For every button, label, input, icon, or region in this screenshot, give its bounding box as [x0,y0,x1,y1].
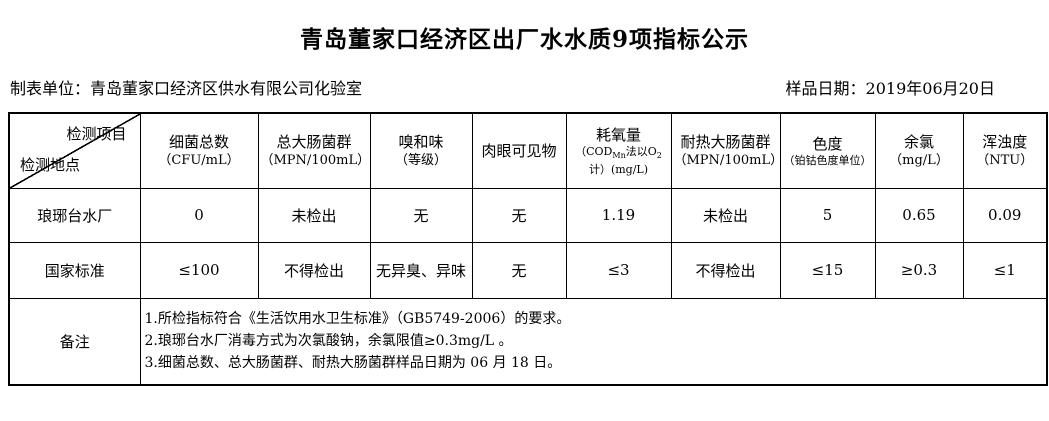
remark-label: 备注 [8,297,141,386]
page-title: 青岛董家口经济区出厂水水质9项指标公示 [299,26,749,53]
column-unit-label: （CODMn法以O2计）(mg/L) [575,144,662,176]
remark-content: 1.所检指标符合《生活饮用水卫生标准》（GB5749-2006）的要求。 2.琅… [139,297,1048,386]
data-cell: 5 [779,187,876,243]
corner-cell: 检测项目 检测地点 [8,112,141,189]
remark-line: 1.所检指标符合《生活饮用水卫生标准》（GB5749-2006）的要求。 [144,311,571,328]
data-cell: ≥0.3 [874,241,964,299]
column-unit-label: （MPN/100mL） [673,153,780,169]
row-label: 琅琊台水厂 [8,187,141,243]
column-name-label: 耗氧量 [595,125,641,144]
remark-line: 2.琅琊台水厂消毒方式为次氯酸钠，余氯限值≥0.3mg/L 。 [144,333,513,350]
column-unit-label: （NTU） [976,153,1034,169]
data-cell: 0.09 [962,187,1048,243]
data-cell: 0 [139,187,259,243]
data-cell: 不得检出 [670,241,781,299]
column-name-label: 耐热大肠菌群 [680,133,771,152]
maker-unit-label: 制表单位：青岛董家口经济区供水有限公司化验室 [10,79,363,98]
water-quality-table: 检测项目 检测地点 细菌总数 （CFU/mL） 总大肠菌群 （MPN/100mL… [8,112,1048,386]
column-name-label: 嗅和味 [398,133,444,152]
column-name-label: 余氯 [903,133,934,152]
column-unit-label: （CFU/mL） [158,153,240,169]
column-unit-label: （铂钴色度单位） [783,153,872,167]
col-header-chroma: 色度 （铂钴色度单位） [779,112,876,189]
data-cell: ≤15 [779,241,876,299]
detect-items-label: 检测项目 [66,125,127,143]
data-cell: 无 [471,187,567,243]
data-cell: 无 [471,241,567,299]
data-cell: ≤1 [962,241,1048,299]
column-name-label: 色度 [812,134,843,153]
data-cell: 无 [369,187,473,243]
column-name-label: 细菌总数 [168,133,229,152]
data-cell: 未检出 [257,187,371,243]
column-unit-label: （等级） [394,153,447,169]
column-unit-label: （MPN/100mL） [260,153,370,169]
column-unit-label: （mg/L） [889,153,949,169]
header-row: 检测项目 检测地点 细菌总数 （CFU/mL） 总大肠菌群 （MPN/100mL… [8,112,1048,189]
col-header-bacteria: 细菌总数 （CFU/mL） [139,112,259,189]
data-cell: ≤100 [139,241,259,299]
col-header-coliform: 总大肠菌群 （MPN/100mL） [257,112,371,189]
detect-site-label: 检测地点 [20,155,81,174]
column-name-label: 浑浊度 [982,133,1028,152]
col-header-residual-chlorine: 余氯 （mg/L） [874,112,964,189]
table-row-plant: 琅琊台水厂 0 未检出 无 无 1.19 未检出 5 0.65 0.09 [8,187,1048,243]
column-name-label: 总大肠菌群 [276,133,352,152]
sample-date-label: 样品日期：2019年06月20日 [785,79,995,98]
col-header-cod: 耗氧量 （CODMn法以O2计）(mg/L) [565,112,672,189]
column-name-label: 肉眼可见物 [481,141,557,160]
col-header-thermo-coliform: 耐热大肠菌群 （MPN/100mL） [670,112,781,189]
remark-row: 备注 1.所检指标符合《生活饮用水卫生标准》（GB5749-2006）的要求。 … [8,297,1048,386]
data-cell: 1.19 [565,187,672,243]
col-header-turbidity: 浑浊度 （NTU） [962,112,1048,189]
data-cell: 未检出 [670,187,781,243]
remark-line: 3.细菌总数、总大肠菌群、耐热大肠菌群样品日期为 06 月 18 日。 [144,355,562,372]
data-cell: ≤3 [565,241,672,299]
row-label: 国家标准 [8,241,141,299]
col-header-visible-matter: 肉眼可见物 [471,112,567,189]
meta-row: 制表单位：青岛董家口经济区供水有限公司化验室 样品日期：2019年06月20日 [0,79,1049,98]
data-cell: 0.65 [874,187,964,243]
table-row-standard: 国家标准 ≤100 不得检出 无异臭、异味 无 ≤3 不得检出 ≤15 ≥0.3… [8,241,1048,299]
col-header-odor: 嗅和味 （等级） [369,112,473,189]
data-cell: 不得检出 [257,241,371,299]
data-cell: 无异臭、异味 [369,241,473,299]
